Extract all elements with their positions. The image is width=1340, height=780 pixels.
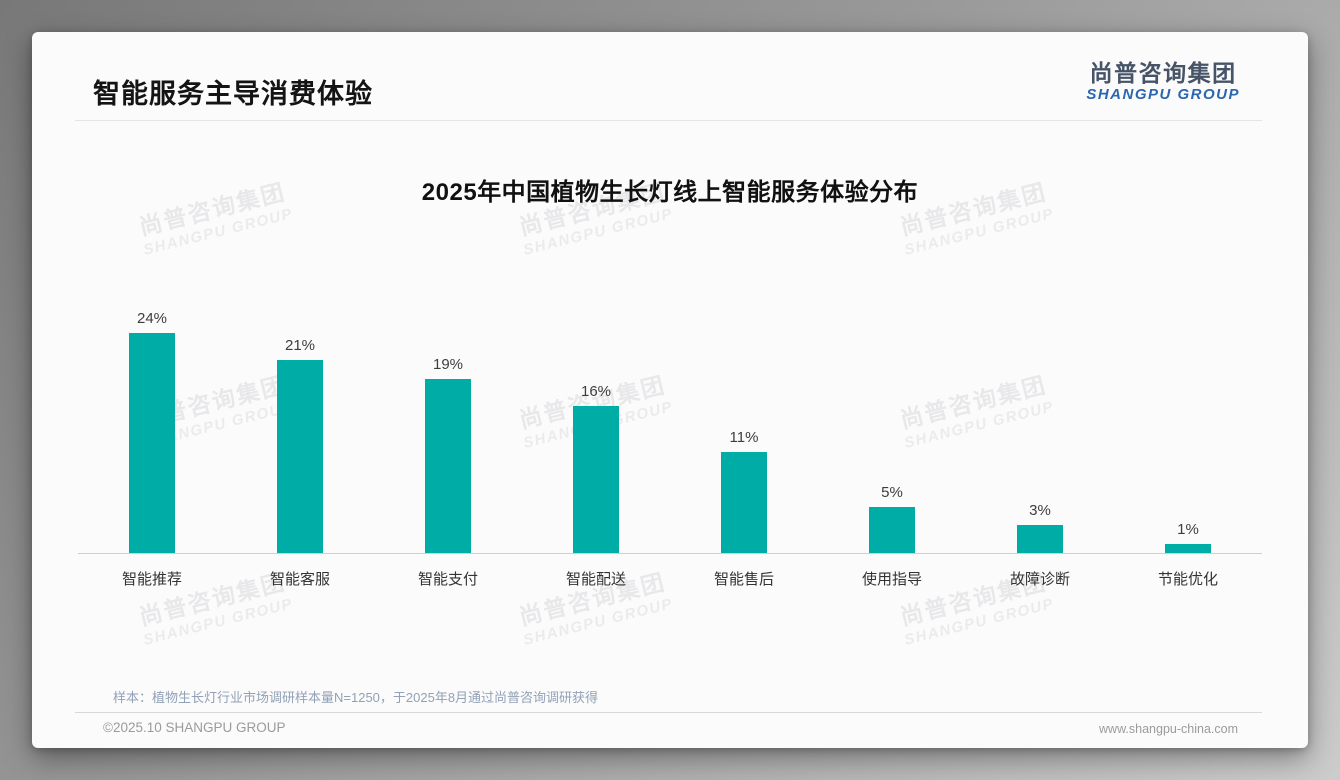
slide-card: 智能服务主导消费体验 尚普咨询集团 SHANGPU GROUP 尚普咨询集团 SH… [32,32,1308,748]
bar-group: 3% [966,502,1114,553]
bar-group: 24% [78,310,226,553]
category-label: 节能优化 [1157,571,1218,588]
category-label: 智能售后 [713,571,774,588]
bar-value-label: 3% [1029,502,1051,519]
category-label: 智能配送 [565,571,626,588]
bar-value-label: 5% [881,484,903,501]
bar-value-label: 21% [284,337,316,354]
chart-title: 2025年中国植物生长灯线上智能服务体验分布 [421,179,919,206]
bar-chart-plot: 24% 21% 19% 16% 11% 5% 3% 1% [78,303,1262,554]
bar-value-label: 19% [432,356,464,373]
bar [1165,544,1211,553]
bar [425,379,471,553]
bar-group: 19% [374,356,522,553]
logo-chinese-text: 尚普咨询集团 [1089,60,1237,86]
website-url: www.shangpu-china.com [1099,722,1238,736]
bar [129,333,175,553]
bar [277,360,323,553]
bar-group: 16% [522,383,670,553]
bar-value-label: 11% [729,429,759,446]
bar [573,406,619,553]
footer-divider [75,712,1262,713]
copyright-text: ©2025.10 SHANGPU GROUP [103,720,286,735]
category-axis: 智能推荐 智能客服 智能支付 智能配送 智能售后 使用指导 故障诊断 节能优化 [78,568,1262,589]
bar [1017,525,1063,553]
watermark-english-text: SHANGPU GROUP [902,205,1056,259]
bar-group: 21% [226,337,374,553]
watermark-english-text: SHANGPU GROUP [902,595,1056,649]
bar-value-label: 24% [136,310,168,327]
category-label: 智能推荐 [121,571,182,588]
watermark-english-text: SHANGPU GROUP [141,205,295,259]
bar-group: 11% [670,429,818,553]
bar-value-label: 16% [580,383,612,400]
logo-english-text: SHANGPU GROUP [1086,86,1240,104]
bar [721,452,767,553]
category-label: 智能客服 [269,571,330,588]
category-label: 使用指导 [861,571,922,588]
header-divider [75,120,1262,121]
bar [869,507,915,553]
bar-group: 1% [1114,521,1262,553]
sample-note: 样本：植物生长灯行业市场调研样本量N=1250，于2025年8月通过尚普咨询调研… [113,690,599,705]
bar-group: 5% [818,484,966,553]
category-label: 智能支付 [417,571,478,588]
category-label: 故障诊断 [1009,571,1070,588]
watermark-english-text: SHANGPU GROUP [521,205,675,259]
page-title: 智能服务主导消费体验 [93,79,373,109]
watermark-english-text: SHANGPU GROUP [141,595,295,649]
company-logo: 尚普咨询集团 SHANGPU GROUP [1086,60,1240,104]
watermark-english-text: SHANGPU GROUP [521,595,675,649]
bar-value-label: 1% [1177,521,1199,538]
